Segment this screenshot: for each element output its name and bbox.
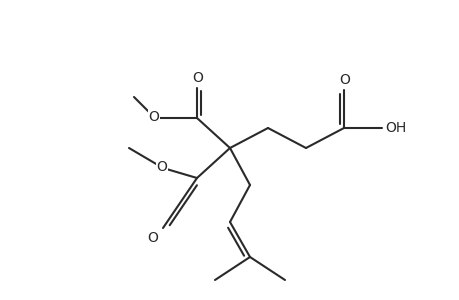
Text: O: O (192, 71, 203, 85)
Text: O: O (156, 160, 167, 174)
Text: O: O (148, 110, 159, 124)
Text: O: O (339, 73, 350, 87)
Text: OH: OH (385, 121, 406, 135)
Text: O: O (147, 231, 158, 245)
